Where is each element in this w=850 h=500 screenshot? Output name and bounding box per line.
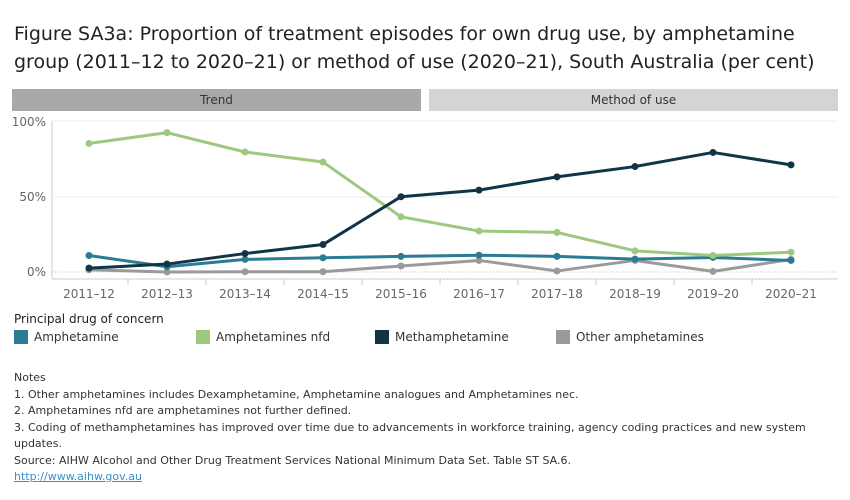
legend-swatch: [375, 330, 389, 344]
data-point: [241, 268, 249, 276]
series-line-amphetamines-nfd: [88, 131, 792, 257]
y-tick-label: 0%: [27, 265, 46, 279]
tab-method-of-use[interactable]: Method of use: [429, 89, 838, 111]
data-point: [553, 228, 561, 236]
x-tick-label: 2011–12: [63, 287, 115, 301]
legend-swatch: [14, 330, 28, 344]
note-line: 2. Amphetamines nfd are amphetamines not…: [14, 404, 352, 417]
series-line-amphetamine: [88, 253, 792, 269]
data-point: [319, 268, 327, 276]
data-point: [241, 255, 249, 263]
note-line: 1. Other amphetamines includes Dexamphet…: [14, 387, 579, 401]
data-point: [475, 256, 483, 264]
data-point: [631, 163, 639, 171]
aihw-link[interactable]: http://www.aihw.gov.au: [14, 470, 143, 483]
x-tick-label: 2017–18: [531, 287, 583, 301]
legend-item[interactable]: Methamphetamine: [375, 330, 509, 344]
data-point: [631, 247, 639, 255]
y-tick-label: 100%: [12, 115, 46, 129]
source-line: Source: AIHW Alcohol and Other Drug Trea…: [14, 453, 571, 467]
legend-item[interactable]: Other amphetamines: [556, 330, 704, 344]
notes-heading: Notes: [14, 371, 46, 384]
x-tick-label: 2016–17: [453, 287, 505, 301]
data-point: [475, 251, 483, 259]
data-point: [553, 267, 561, 275]
data-point: [397, 262, 405, 270]
series-line-methamphetamine: [88, 150, 792, 270]
data-point: [319, 254, 327, 262]
x-tick-label: 2015–16: [375, 287, 427, 301]
data-point: [85, 264, 93, 272]
data-point: [163, 129, 171, 137]
data-point: [241, 250, 249, 258]
legend-label: Amphetamines nfd: [216, 330, 331, 344]
x-tick-label: 2014–15: [297, 287, 349, 301]
x-tick-label: 2012–13: [141, 287, 193, 301]
data-point: [397, 252, 405, 260]
data-point: [709, 252, 717, 259]
line-chart: 0% 50% 100% 2011–12 2012–13 2013–14 2014–15 201…: [12, 115, 838, 301]
data-point: [397, 193, 405, 201]
data-point: [709, 267, 717, 275]
series-line-other-amphetamines: [88, 257, 792, 274]
notes: Notes 1. Other amphetamines includes Dex…: [14, 370, 844, 486]
data-point: [475, 227, 483, 235]
legend-label: Methamphetamine: [395, 330, 509, 344]
legend-item[interactable]: Amphetamines nfd: [196, 330, 330, 344]
data-point: [397, 213, 405, 221]
legend-swatch: [196, 330, 210, 344]
x-tick-label: 2020–21: [765, 287, 817, 301]
legend-label: Amphetamine: [34, 330, 119, 344]
x-tick-label: 2013–14: [219, 287, 271, 301]
data-point: [241, 148, 249, 156]
tab-trend[interactable]: Trend: [12, 89, 421, 111]
legend-swatch: [556, 330, 570, 344]
x-tick-label: 2018–19: [609, 287, 661, 301]
data-point: [85, 139, 93, 147]
data-point: [553, 252, 561, 260]
data-point: [787, 161, 795, 169]
legend-title: Principal drug of concern: [14, 312, 164, 326]
data-point: [787, 248, 795, 256]
data-point: [553, 173, 561, 181]
note-line: 3. Coding of methamphetamines has improv…: [14, 420, 806, 451]
y-tick-label: 50%: [19, 190, 46, 204]
legend-item[interactable]: Amphetamine: [14, 330, 119, 344]
data-point: [163, 260, 171, 268]
data-point: [475, 186, 483, 194]
data-point: [709, 148, 717, 156]
figure-title: Figure SA3a: Proportion of treatment epi…: [14, 23, 815, 73]
data-point: [319, 241, 327, 249]
data-point: [631, 255, 639, 263]
data-point: [85, 252, 93, 259]
x-tick-label: 2019–20: [687, 287, 739, 301]
data-point: [787, 256, 795, 264]
data-point: [163, 268, 171, 276]
data-point: [319, 158, 327, 166]
legend-label: Other amphetamines: [576, 330, 704, 344]
